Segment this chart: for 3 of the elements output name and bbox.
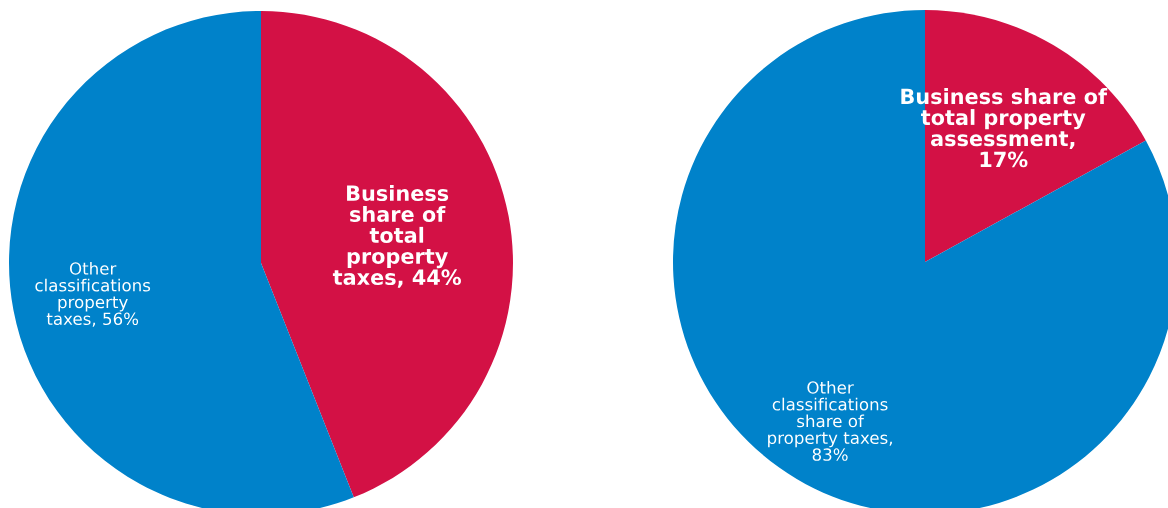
slice-label: Other classifications share of property taxes, 83% (768, 380, 892, 461)
slice-label: Business share of total property taxes, 44% (332, 184, 461, 288)
slice-label: Other classifications property taxes, 56% (35, 261, 151, 327)
